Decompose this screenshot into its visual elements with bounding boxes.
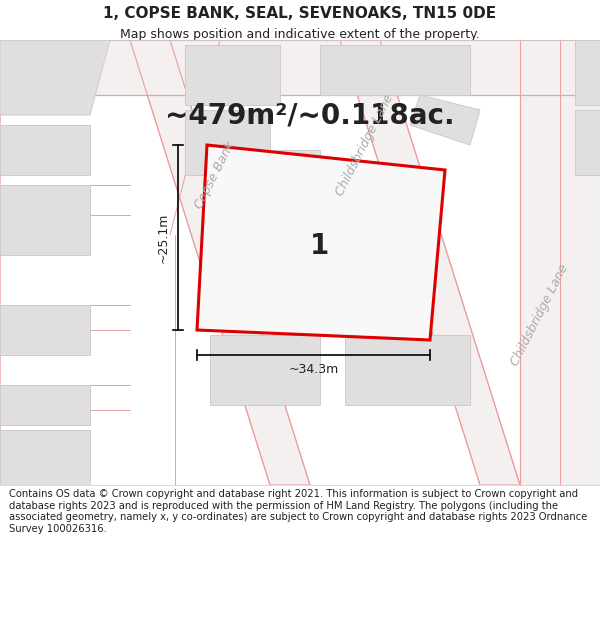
Text: Contains OS data © Crown copyright and database right 2021. This information is : Contains OS data © Crown copyright and d… [9, 489, 587, 534]
Text: Childsbridge Lane: Childsbridge Lane [334, 92, 396, 198]
Polygon shape [340, 40, 520, 485]
Polygon shape [0, 305, 90, 355]
Polygon shape [185, 110, 270, 175]
Text: Childsbridge Lane: Childsbridge Lane [509, 262, 571, 368]
Text: 1: 1 [310, 232, 329, 260]
Text: ~479m²/~0.118ac.: ~479m²/~0.118ac. [165, 102, 455, 130]
Polygon shape [130, 40, 310, 485]
Text: 1, COPSE BANK, SEAL, SEVENOAKS, TN15 0DE: 1, COPSE BANK, SEAL, SEVENOAKS, TN15 0DE [103, 6, 497, 21]
Polygon shape [185, 45, 280, 105]
Polygon shape [0, 430, 90, 485]
Polygon shape [0, 40, 600, 95]
Polygon shape [575, 40, 600, 105]
Text: ~34.3m: ~34.3m [289, 363, 338, 376]
Polygon shape [0, 40, 110, 115]
Polygon shape [0, 385, 90, 425]
Polygon shape [197, 145, 445, 340]
Polygon shape [575, 110, 600, 175]
Text: Copse Bank: Copse Bank [193, 139, 238, 211]
Polygon shape [410, 95, 480, 145]
Polygon shape [345, 335, 470, 405]
Polygon shape [0, 125, 90, 175]
Polygon shape [210, 150, 320, 270]
Polygon shape [210, 335, 320, 405]
Polygon shape [520, 40, 600, 485]
Polygon shape [0, 40, 600, 485]
Text: Map shows position and indicative extent of the property.: Map shows position and indicative extent… [120, 28, 480, 41]
Polygon shape [0, 185, 90, 255]
Text: ~25.1m: ~25.1m [157, 213, 170, 262]
Polygon shape [320, 45, 470, 95]
